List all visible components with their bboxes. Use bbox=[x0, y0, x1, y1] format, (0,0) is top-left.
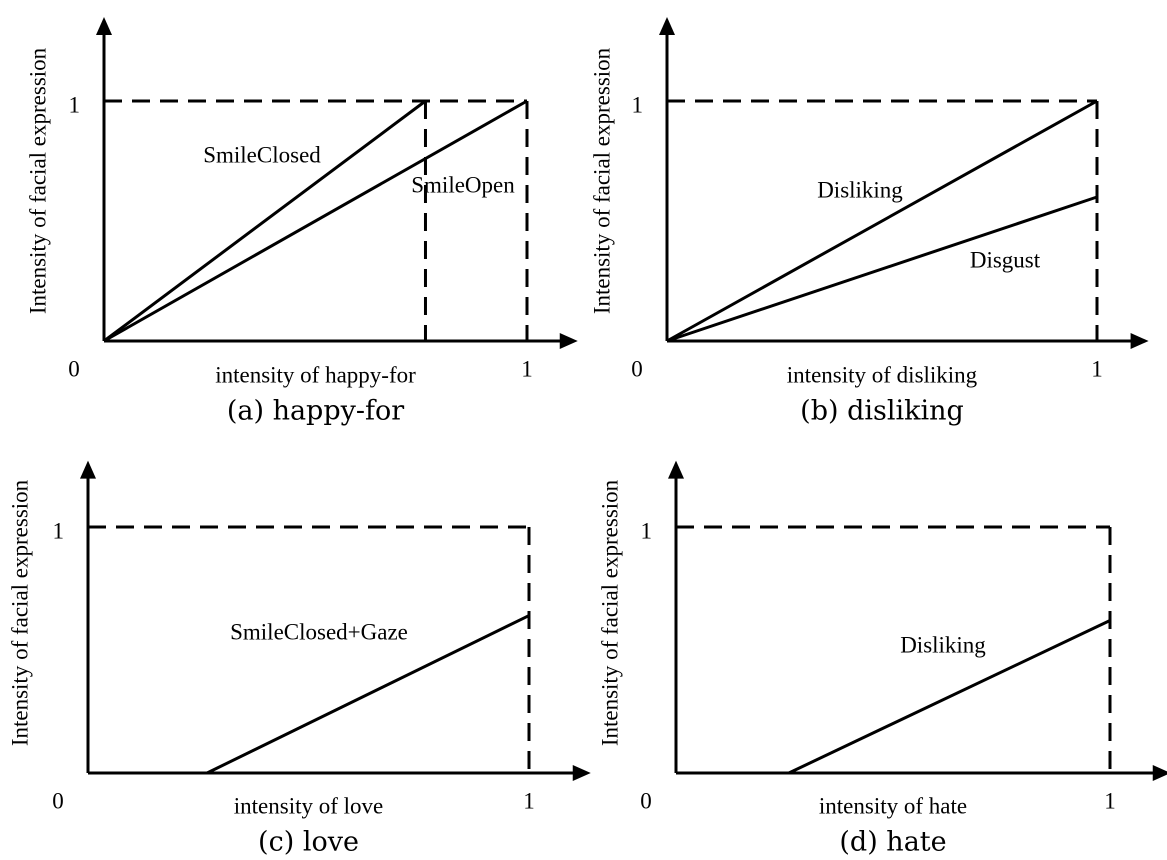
caption: (d) hate bbox=[839, 827, 946, 858]
y-axis-arrow bbox=[659, 17, 675, 35]
y-tick-label: 1 bbox=[53, 518, 65, 543]
y-axis-arrow bbox=[668, 460, 684, 479]
series-line bbox=[103, 99, 427, 343]
x-tick-label: 0 bbox=[68, 356, 80, 381]
x-axis-label: intensity of love bbox=[234, 793, 383, 818]
y-axis-label: Intensity of facial expression bbox=[25, 47, 50, 314]
caption: (c) love bbox=[258, 827, 359, 858]
x-axis-arrow bbox=[1152, 765, 1167, 781]
x-axis-arrow bbox=[1130, 333, 1149, 349]
x-tick-label: 0 bbox=[52, 788, 64, 813]
y-axis-label: Intensity of facial expression bbox=[589, 47, 614, 314]
x-axis-label: intensity of happy-for bbox=[215, 362, 416, 387]
y-tick-label: 1 bbox=[69, 92, 81, 117]
x-tick-label: 0 bbox=[640, 788, 652, 813]
x-axis-arrow bbox=[559, 333, 578, 349]
y-axis-label: Intensity of facial expression bbox=[7, 479, 32, 746]
series-label: SmileClosed+Gaze bbox=[230, 619, 408, 644]
y-axis-label: Intensity of facial expression bbox=[597, 479, 622, 746]
x-axis-arrow bbox=[572, 765, 591, 781]
y-axis-arrow bbox=[96, 17, 112, 35]
y-tick-label: 1 bbox=[641, 518, 653, 543]
y-axis-arrow bbox=[80, 460, 96, 479]
series-label: Disliking bbox=[900, 632, 986, 657]
x-tick-label: 0 bbox=[631, 356, 643, 381]
series-line bbox=[788, 619, 1111, 775]
caption: (b) disliking bbox=[800, 396, 964, 427]
series-line bbox=[666, 99, 1098, 343]
x-axis-label: intensity of disliking bbox=[787, 362, 978, 387]
x-tick-label: 1 bbox=[523, 788, 535, 813]
series-label: Disliking bbox=[817, 177, 903, 202]
series-line bbox=[103, 99, 528, 343]
caption: (a) happy-for bbox=[227, 396, 404, 427]
y-tick-label: 1 bbox=[632, 92, 644, 117]
series-label: Disgust bbox=[970, 247, 1041, 272]
series-line bbox=[206, 614, 530, 775]
x-tick-label: 1 bbox=[1104, 788, 1116, 813]
x-tick-label: 1 bbox=[1091, 356, 1103, 381]
series-line bbox=[666, 195, 1098, 343]
series-label: SmileOpen bbox=[411, 172, 515, 197]
x-tick-label: 1 bbox=[521, 356, 533, 381]
series-label: SmileClosed bbox=[203, 142, 321, 167]
x-axis-label: intensity of hate bbox=[819, 793, 967, 818]
